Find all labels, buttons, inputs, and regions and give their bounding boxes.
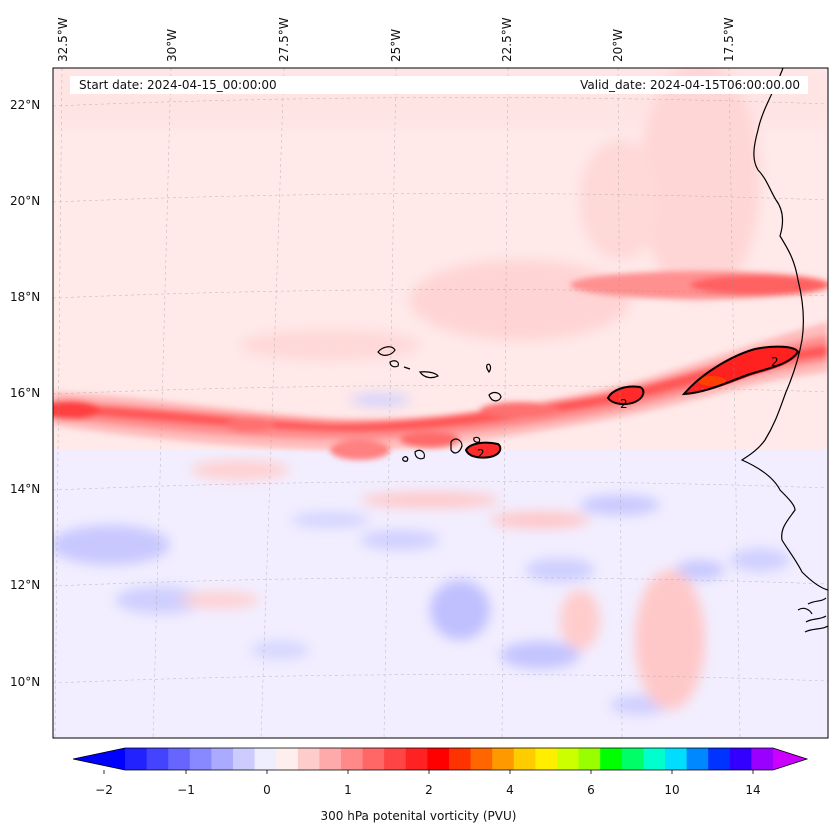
lon-label: 17.5°W (722, 17, 736, 62)
lat-label: 22°N (10, 98, 41, 112)
colorbar-segment (643, 748, 666, 770)
pv-field (53, 68, 828, 738)
colorbar-segment (708, 748, 731, 770)
lon-label: 27.5°W (277, 17, 291, 62)
colorbar-segment (513, 748, 536, 770)
colorbar-segment (168, 748, 191, 770)
colorbar-segment (470, 748, 493, 770)
colorbar-segment (362, 748, 385, 770)
colorbar-segment (729, 748, 752, 770)
colorbar-tick-label: 2 (425, 783, 433, 797)
colorbar-segment (557, 748, 580, 770)
start-date-label: Start date: 2024-04-15_00:00:00 (79, 78, 277, 92)
colorbar-segment (211, 748, 234, 770)
colorbar-segment (665, 748, 688, 770)
pv-smooth-layer (53, 68, 828, 715)
lat-label: 10°N (10, 675, 41, 689)
lat-label: 18°N (10, 290, 41, 304)
colorbar-extend-min (73, 748, 125, 770)
contour-labels: 2 2 2 (477, 355, 779, 461)
colorbar-tick-label: 6 (587, 783, 595, 797)
colorbar-segment (297, 748, 320, 770)
colorbar-segment (384, 748, 407, 770)
colorbar-tick-label: −2 (95, 783, 113, 797)
coastline (740, 67, 829, 633)
pv-max-core (698, 376, 726, 386)
pv-contour-2 (464, 345, 800, 459)
colorbar-segment (146, 748, 169, 770)
colorbar-segment (686, 748, 709, 770)
colorbar (72, 747, 809, 774)
lon-label: 22.5°W (500, 17, 514, 62)
lon-label: 32.5°W (56, 17, 70, 62)
lat-label: 16°N (10, 386, 41, 400)
colorbar-segment (405, 748, 428, 770)
colorbar-extend-max (773, 748, 807, 770)
colorbar-tick-label: 1 (344, 783, 352, 797)
colorbar-segment (492, 748, 515, 770)
colorbar-segment (600, 748, 623, 770)
lat-label: 20°N (10, 194, 41, 208)
colorbar-segment (751, 748, 774, 770)
lon-label: 30°W (165, 28, 179, 62)
colorbar-segment (427, 748, 450, 770)
colorbar-segment (233, 748, 256, 770)
contour-label: 2 (477, 447, 485, 461)
contour-label: 2 (620, 397, 628, 411)
lon-label: 25°W (389, 28, 403, 62)
colorbar-title: 300 hPa potenital vorticity (PVU) (320, 809, 517, 823)
contour-label: 2 (771, 355, 779, 369)
lat-label: 14°N (10, 482, 41, 496)
lat-label: 12°N (10, 578, 41, 592)
colorbar-tick-label: 14 (745, 783, 761, 797)
colorbar-segment (621, 748, 644, 770)
graticule (53, 68, 828, 738)
colorbar-segment (341, 748, 364, 770)
colorbar-tick-label: 10 (664, 783, 680, 797)
colorbar-segment (449, 748, 472, 770)
colorbar-segment (319, 748, 342, 770)
lon-label: 20°W (611, 28, 625, 62)
colorbar-segment (535, 748, 558, 770)
cape-verde-islands (377, 346, 502, 462)
header-strip (70, 76, 808, 94)
colorbar-segment (125, 748, 148, 770)
colorbar-tick-label: 0 (263, 783, 271, 797)
colorbar-segment (254, 748, 277, 770)
map-frame (52, 67, 829, 739)
colorbar-segment (189, 748, 212, 770)
colorbar-tick-label: −1 (177, 783, 195, 797)
valid-date-label: Valid_date: 2024-04-15T06:00:00.00 (580, 78, 800, 92)
colorbar-outline (72, 747, 809, 771)
colorbar-segment (276, 748, 299, 770)
colorbar-segment (578, 748, 601, 770)
pv-core-west (465, 442, 501, 458)
colorbar-tick-label: 4 (506, 783, 514, 797)
